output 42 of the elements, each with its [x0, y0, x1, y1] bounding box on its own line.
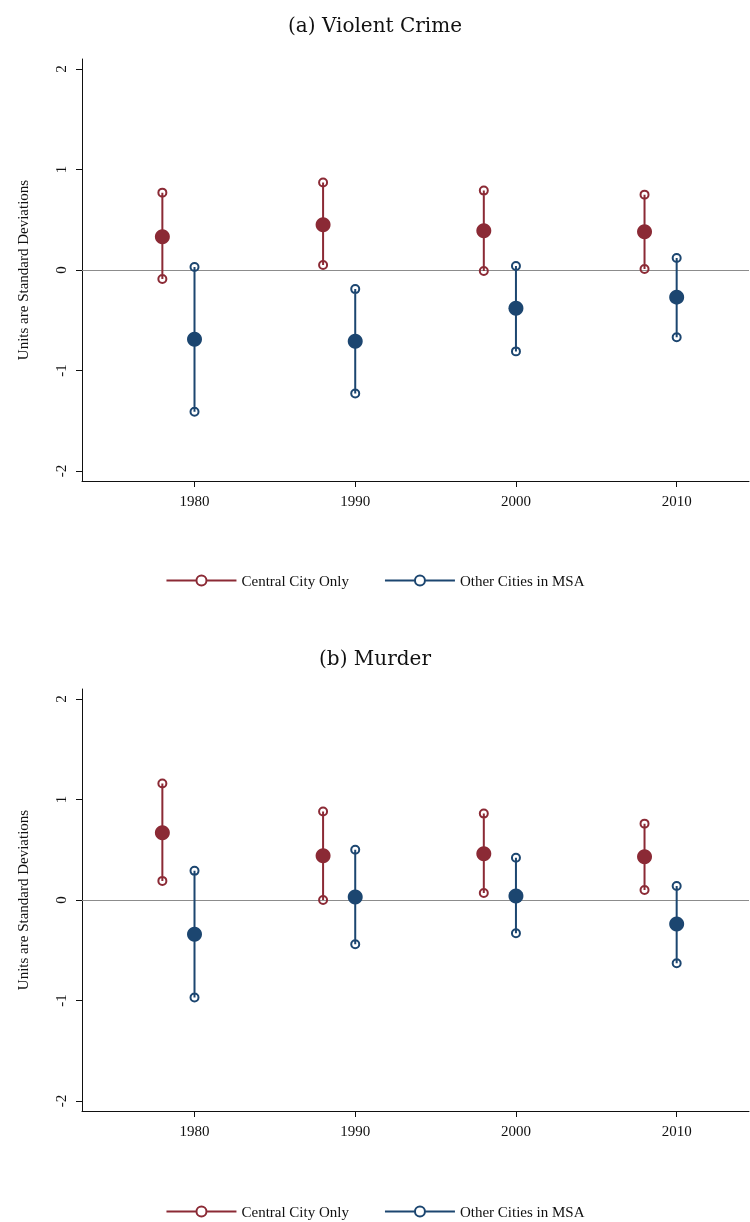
x-tick-label: 1980: [179, 1122, 210, 1139]
point: [187, 331, 203, 347]
x-tick-label: 2000: [500, 1122, 531, 1139]
legend-label: Other Cities in MSA: [459, 1203, 585, 1220]
point: [669, 289, 685, 305]
x-tick-label: 1990: [340, 492, 371, 509]
y-tick-label: 0: [52, 896, 69, 904]
x-tick-label: 1980: [179, 492, 210, 509]
y-axis-title: Units are Standard Deviations: [14, 179, 31, 361]
y-tick-label: 2: [52, 695, 69, 703]
point: [637, 849, 653, 865]
point: [315, 848, 331, 864]
point: [508, 300, 524, 316]
point: [187, 926, 203, 942]
legend-label: Other Cities in MSA: [459, 572, 585, 589]
y-axis-title: Units are Standard Deviations: [14, 809, 31, 991]
point: [637, 224, 653, 240]
y-tick-label: 2: [52, 65, 69, 73]
y-tick-label: -2: [52, 464, 69, 478]
y-tick-label: -2: [52, 1094, 69, 1108]
chart-title: (b) Murder: [319, 646, 432, 670]
point: [669, 916, 685, 932]
y-tick-label: 0: [52, 266, 69, 274]
x-tick-label: 2000: [500, 492, 531, 509]
x-tick-label: 2010: [661, 492, 692, 509]
point: [347, 333, 363, 349]
point: [315, 217, 331, 233]
y-tick-label: 1: [52, 165, 69, 174]
point: [476, 223, 492, 239]
x-tick-label: 2010: [661, 1122, 692, 1139]
point: [476, 846, 492, 862]
y-tick-label: -1: [52, 364, 69, 377]
y-tick-label: 1: [52, 795, 69, 804]
point: [154, 229, 170, 245]
point: [154, 825, 170, 841]
x-tick-label: 1990: [340, 1122, 371, 1139]
legend-label: Central City Only: [241, 1203, 350, 1220]
point: [508, 888, 524, 904]
point: [347, 889, 363, 905]
legend-label: Central City Only: [241, 572, 350, 589]
chart-title: (a) Violent Crime: [288, 13, 462, 37]
y-tick-label: -1: [52, 994, 69, 1007]
